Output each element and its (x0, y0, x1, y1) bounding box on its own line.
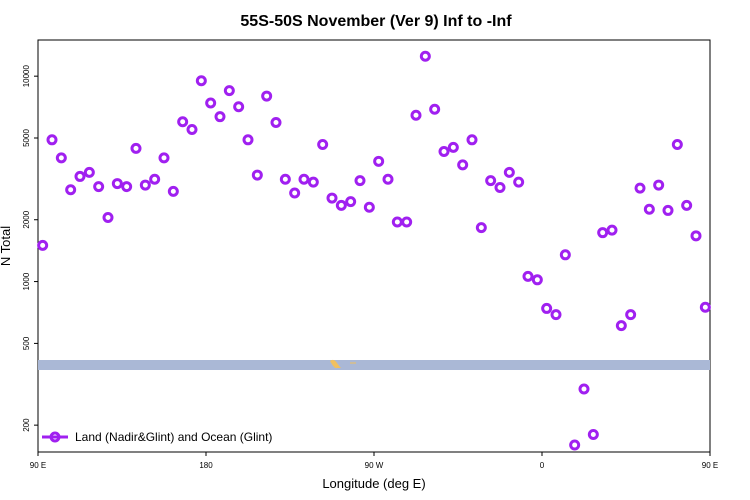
overlay-band (38, 359, 710, 370)
data-point (475, 222, 487, 234)
data-point (531, 274, 543, 286)
data-point (111, 178, 123, 190)
data-point (419, 50, 431, 62)
x-tick-label: 90 E (702, 461, 718, 470)
data-point (485, 175, 497, 187)
data-point (270, 116, 282, 128)
data-point (569, 439, 581, 451)
data-point (681, 199, 693, 211)
data-point (186, 123, 198, 135)
data-point (158, 152, 170, 164)
data-point (317, 138, 329, 150)
legend-label: Land (Nadir&Glint) and Ocean (Glint) (75, 430, 272, 444)
data-point (671, 138, 683, 150)
data-point (690, 230, 702, 242)
data-point (643, 203, 655, 215)
data-point (466, 134, 478, 146)
data-point (410, 109, 422, 121)
data-point (662, 204, 674, 216)
data-point (615, 320, 627, 332)
data-point (578, 383, 590, 395)
x-tick-label: 90 E (30, 461, 46, 470)
band-marker (330, 359, 341, 368)
data-point (93, 181, 105, 193)
data-point (550, 309, 562, 321)
data-point (233, 101, 245, 113)
x-tick-label: 0 (540, 461, 545, 470)
data-point (457, 159, 469, 171)
data-point (429, 103, 441, 115)
data-point (634, 182, 646, 194)
data-point (522, 270, 534, 282)
data-point (345, 196, 357, 208)
data-point (503, 166, 515, 178)
data-point (391, 216, 403, 228)
data-point (559, 249, 571, 261)
data-point (83, 166, 95, 178)
data-point (597, 227, 609, 239)
chart-title: 55S-50S November (Ver 9) Inf to -Inf (240, 13, 512, 30)
data-point (307, 176, 319, 188)
data-point (373, 155, 385, 167)
data-point (214, 111, 226, 123)
data-point (326, 192, 338, 204)
data-point (438, 145, 450, 157)
data-point (167, 185, 179, 197)
data-point (139, 179, 151, 191)
y-tick-label: 2000 (22, 210, 31, 228)
x-tick-label: 90 W (365, 461, 384, 470)
data-point (382, 173, 394, 185)
data-point (149, 173, 161, 185)
data-point (37, 239, 49, 251)
data-point (699, 301, 711, 313)
y-axis-label: N Total (0, 226, 13, 266)
data-point (195, 75, 207, 87)
data-point (401, 216, 413, 228)
y-tick-label: 200 (22, 418, 31, 432)
data-point (242, 134, 254, 146)
data-point (130, 142, 142, 154)
data-point (223, 85, 235, 97)
x-tick-label: 180 (199, 461, 213, 470)
band-strip (38, 360, 710, 370)
data-point (177, 116, 189, 128)
data-point (65, 184, 77, 196)
data-point (494, 182, 506, 194)
plot-frame (37, 39, 711, 453)
data-point (121, 181, 133, 193)
data-point (587, 429, 599, 441)
data-point (298, 173, 310, 185)
y-tick-label: 1000 (22, 272, 31, 290)
y-tick-label: 5000 (22, 129, 31, 147)
y-axis: 200 500 1000 2000 5000 10000 (22, 64, 38, 432)
legend: Land (Nadir&Glint) and Ocean (Glint) (42, 430, 272, 444)
data-point (606, 224, 618, 236)
data-point (541, 302, 553, 314)
y-tick-label: 10000 (22, 64, 31, 87)
x-axis-label: Longitude (deg E) (322, 476, 425, 491)
data-point (102, 212, 114, 224)
data-point (261, 90, 273, 102)
x-axis: 90 E 180 90 W 0 90 E (30, 452, 718, 470)
data-point (289, 187, 301, 199)
data-point (55, 152, 67, 164)
data-point (653, 179, 665, 191)
data-point (279, 173, 291, 185)
legend-marker (49, 431, 61, 443)
data-point (205, 97, 217, 109)
data-point (46, 134, 58, 146)
data-point (74, 170, 86, 182)
data-point (447, 141, 459, 153)
data-point (625, 309, 637, 321)
data-point (513, 176, 525, 188)
data-point (251, 169, 263, 181)
data-point (354, 175, 366, 187)
y-tick-label: 500 (22, 336, 31, 350)
data-point (335, 199, 347, 211)
data-point (363, 201, 375, 213)
data-points (37, 50, 711, 451)
